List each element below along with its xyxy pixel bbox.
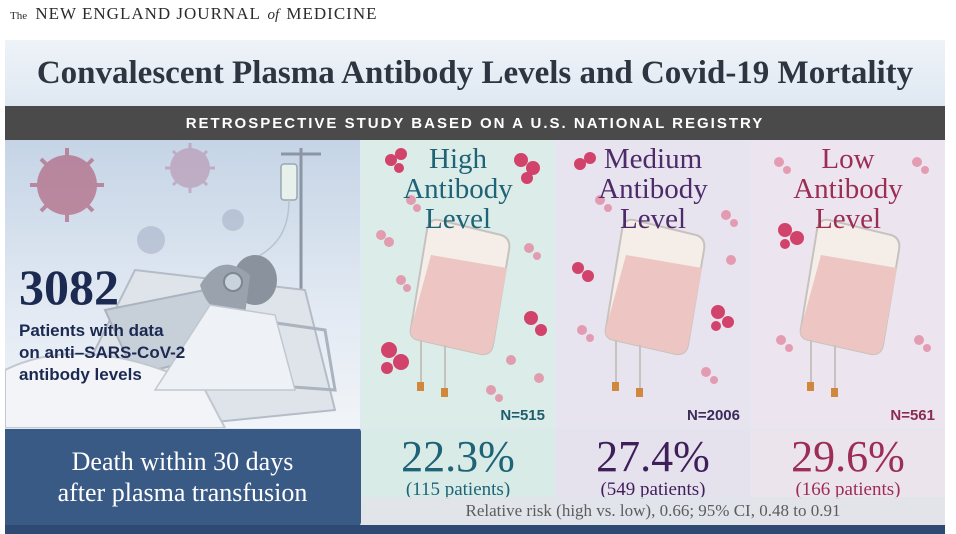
death-count-medium: (549 patients) [600, 479, 706, 500]
antibody-icon-faint [577, 195, 738, 384]
group-n-medium: N=2006 [687, 407, 740, 424]
patient-count: 3082 [19, 259, 119, 315]
patient-count-description: Patients with data on anti–SARS-CoV-2 an… [19, 321, 186, 384]
bottom-bar [5, 525, 945, 534]
antibody-icon [381, 148, 547, 374]
journal-name-part1: NEW ENGLAND JOURNAL [35, 4, 261, 23]
plasma-bag-illustration [774, 157, 931, 397]
group-n-low: N=561 [890, 407, 935, 424]
group-label-high: High Antibody Level [403, 143, 513, 235]
death-percent-low: 29.6% [791, 432, 905, 481]
plasma-bag-icon [799, 218, 901, 397]
patient-figure-icon [153, 255, 296, 391]
patient-scene: 3082 Patients with data on anti–SARS-CoV… [5, 140, 360, 428]
antibody-icon [778, 223, 804, 249]
infographic-title: Convalescent Plasma Antibody Levels and … [5, 40, 945, 106]
virus-icon-faint [137, 209, 244, 254]
relative-risk-note: Relative risk (high vs. low), 0.66; 95% … [361, 497, 945, 525]
group-panel-medium: Medium Antibody Level N=2006 [556, 140, 750, 428]
death-count-high: (115 patients) [405, 479, 511, 500]
study-banner: RETROSPECTIVE STUDY BASED ON A U.S. NATI… [5, 106, 945, 140]
journal-masthead: The NEW ENGLAND JOURNAL of MEDICINE [10, 4, 378, 24]
virus-icon-small [165, 143, 215, 193]
death-count-low: (166 patients) [795, 479, 901, 500]
antibody-icon [572, 152, 734, 331]
plasma-bag-illustration [376, 148, 547, 402]
outcome-label: Death within 30 days after plasma transf… [57, 447, 308, 507]
result-high: 22.3% (115 patients) [361, 429, 555, 525]
group-n-high: N=515 [500, 407, 545, 424]
antibody-icon-faint [376, 195, 544, 402]
group-panel-low: Low Antibody Level N=561 [751, 140, 945, 428]
outcome-arrow-shape [5, 429, 381, 525]
plasma-bag-icon [604, 218, 706, 397]
plasma-bag-icon [409, 218, 511, 397]
group-label-low: Low Antibody Level [793, 143, 903, 235]
death-percent-medium: 27.4% [596, 432, 710, 481]
antibody-icon-faint [774, 157, 931, 352]
journal-name-part2: MEDICINE [286, 4, 378, 23]
patient-illustration [5, 143, 337, 428]
outcome-box: Death within 30 days after plasma transf… [5, 429, 381, 525]
plasma-bag-illustration [572, 152, 738, 397]
death-percent-high: 22.3% [401, 432, 515, 481]
virus-icon [30, 148, 104, 222]
group-label-medium: Medium Antibody Level [598, 143, 708, 235]
journal-of: of [267, 7, 280, 23]
group-panel-high: High Antibody Level N=515 [361, 140, 555, 428]
journal-the: The [10, 10, 28, 22]
infographic: Convalescent Plasma Antibody Levels and … [5, 40, 945, 534]
